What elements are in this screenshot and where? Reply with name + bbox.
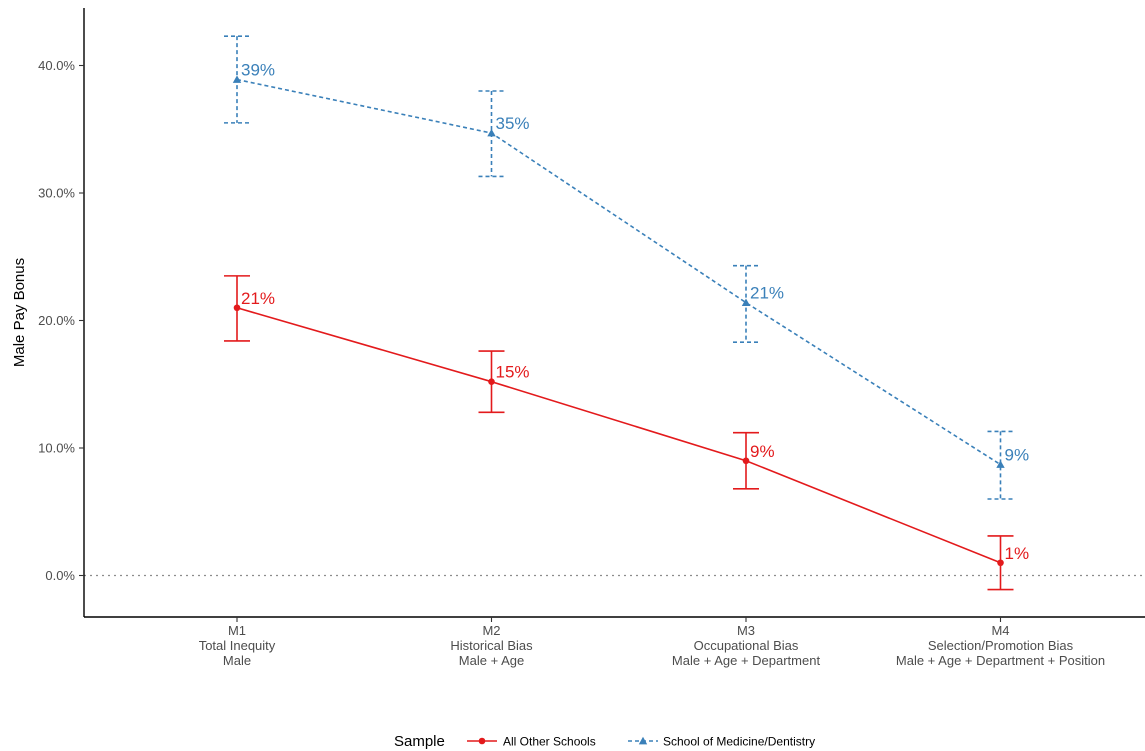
x-tick-label: M4	[991, 623, 1009, 638]
series-all-other-schools: 21% 15% 9% 1%	[224, 275, 1030, 591]
x-tick-label: Total Inequity	[199, 638, 276, 653]
data-label: 1%	[1005, 544, 1030, 563]
data-point	[233, 304, 241, 312]
data-label: 9%	[750, 442, 775, 461]
series-line	[236, 306, 1001, 564]
x-tick-label: Male	[223, 653, 251, 668]
legend-label: School of Medicine/Dentistry	[663, 735, 815, 749]
x-tick-label: Male + Age + Department	[672, 653, 821, 668]
data-point	[742, 457, 750, 465]
legend-key-marker	[638, 736, 648, 745]
series-line	[236, 78, 1001, 466]
error-bar	[987, 430, 1014, 500]
y-tick-label: 30.0%	[38, 186, 75, 201]
x-tick-label: Historical Bias	[450, 638, 533, 653]
data-point	[996, 460, 1005, 468]
series-medicine-dentistry: 39% 35% 21% 9%	[224, 35, 1030, 500]
data-label: 21%	[241, 289, 275, 308]
legend-label: All Other Schools	[503, 735, 596, 749]
x-tick-label: Selection/Promotion Bias	[928, 638, 1074, 653]
legend-title: Sample	[394, 733, 445, 750]
legend: Sample All Other Schools School of Medicin…	[394, 733, 815, 750]
legend-key-marker	[478, 737, 486, 745]
x-tick-label: M1	[228, 623, 246, 638]
y-axis: 0.0% 10.0% 20.0% 30.0% 40.0%	[38, 8, 85, 617]
data-label: 9%	[1005, 446, 1030, 465]
x-tick-label: Occupational Bias	[694, 638, 799, 653]
y-tick-label: 40.0%	[38, 58, 75, 73]
data-point	[741, 298, 751, 307]
data-label: 15%	[496, 363, 530, 382]
data-label: 39%	[241, 61, 275, 80]
y-axis-label: Male Pay Bonus	[11, 258, 28, 367]
y-tick-label: 10.0%	[38, 441, 75, 456]
data-point	[997, 559, 1004, 567]
x-tick-label: Male + Age + Department + Position	[896, 653, 1105, 668]
x-tick-label: M3	[737, 623, 755, 638]
y-tick-label: 20.0%	[38, 313, 75, 328]
y-tick-label: 0.0%	[45, 568, 75, 583]
data-point	[232, 75, 242, 83]
data-label: 35%	[496, 114, 530, 133]
plot-area: 21% 15% 9% 1% 39% 35% 21% 9%	[84, 35, 1145, 591]
data-point	[488, 378, 495, 386]
x-tick-label: Male + Age	[459, 653, 524, 668]
x-tick-label: M2	[482, 623, 500, 638]
data-label: 21%	[750, 284, 784, 303]
data-point	[487, 128, 496, 137]
